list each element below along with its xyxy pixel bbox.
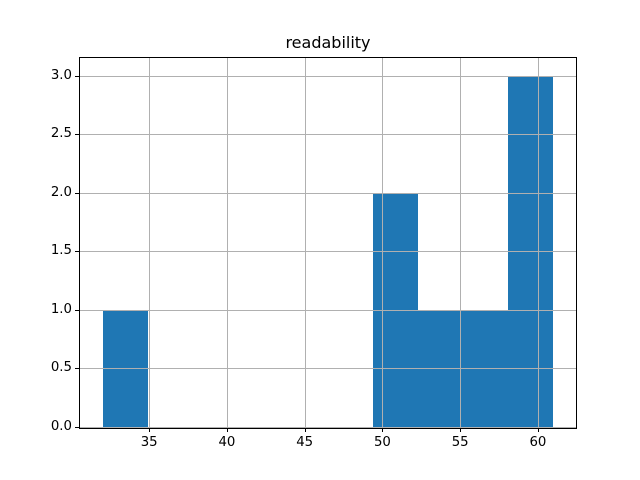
y-tick-mark [75, 75, 79, 77]
gridline-vertical [226, 58, 228, 428]
y-tick-mark [75, 309, 79, 311]
gridline-vertical [382, 58, 384, 428]
gridline-horizontal [80, 368, 576, 370]
x-tick-label: 50 [373, 435, 391, 450]
x-tick-label: 55 [451, 435, 469, 450]
x-tick-label: 60 [529, 435, 547, 450]
gridline-vertical [537, 58, 539, 428]
y-tick-mark [75, 134, 79, 136]
x-tick-label: 35 [140, 435, 158, 450]
chart-title: readability [285, 33, 371, 52]
gridline-horizontal [80, 309, 576, 311]
gridline-horizontal [80, 192, 576, 194]
x-tick-mark [460, 428, 462, 432]
x-tick-mark [226, 428, 228, 432]
x-tick-mark [149, 428, 151, 432]
y-tick-label: 1.0 [50, 301, 72, 317]
y-tick-label: 0.5 [50, 360, 72, 376]
y-tick-mark [75, 427, 79, 428]
gridline-horizontal [80, 134, 576, 136]
x-tick-label: 40 [218, 435, 236, 450]
gridline-vertical [304, 58, 306, 428]
x-tick-mark [304, 428, 306, 432]
x-tick-mark [537, 428, 539, 432]
y-tick-mark [75, 251, 79, 253]
gridline-horizontal [80, 427, 576, 428]
y-tick-label: 3.0 [50, 67, 72, 83]
y-tick-mark [75, 368, 79, 370]
x-tick-mark [382, 428, 384, 432]
y-tick-label: 0.0 [50, 419, 72, 434]
histogram-bar [373, 192, 419, 427]
y-tick-mark [75, 192, 79, 194]
plot-area [79, 57, 577, 429]
y-tick-label: 2.0 [50, 184, 72, 200]
y-tick-label: 2.5 [50, 126, 72, 142]
gridline-vertical [149, 58, 151, 428]
gridline-horizontal [80, 251, 576, 253]
gridline-horizontal [80, 75, 576, 77]
y-tick-label: 1.5 [50, 243, 72, 259]
gridline-vertical [460, 58, 462, 428]
x-tick-label: 45 [296, 435, 314, 450]
